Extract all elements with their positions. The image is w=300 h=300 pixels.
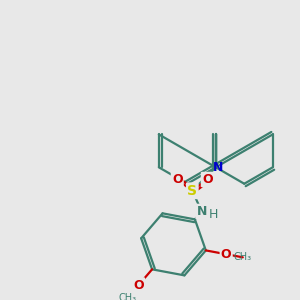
Text: CH₃: CH₃ — [118, 293, 137, 300]
Text: O: O — [133, 278, 144, 292]
Text: O: O — [202, 173, 213, 186]
Text: O: O — [172, 173, 183, 186]
Text: S: S — [187, 184, 197, 198]
Text: O: O — [221, 248, 232, 261]
Text: H: H — [208, 208, 218, 221]
Text: N: N — [212, 161, 223, 174]
Text: N: N — [196, 205, 207, 218]
Text: CH₃: CH₃ — [234, 252, 252, 262]
